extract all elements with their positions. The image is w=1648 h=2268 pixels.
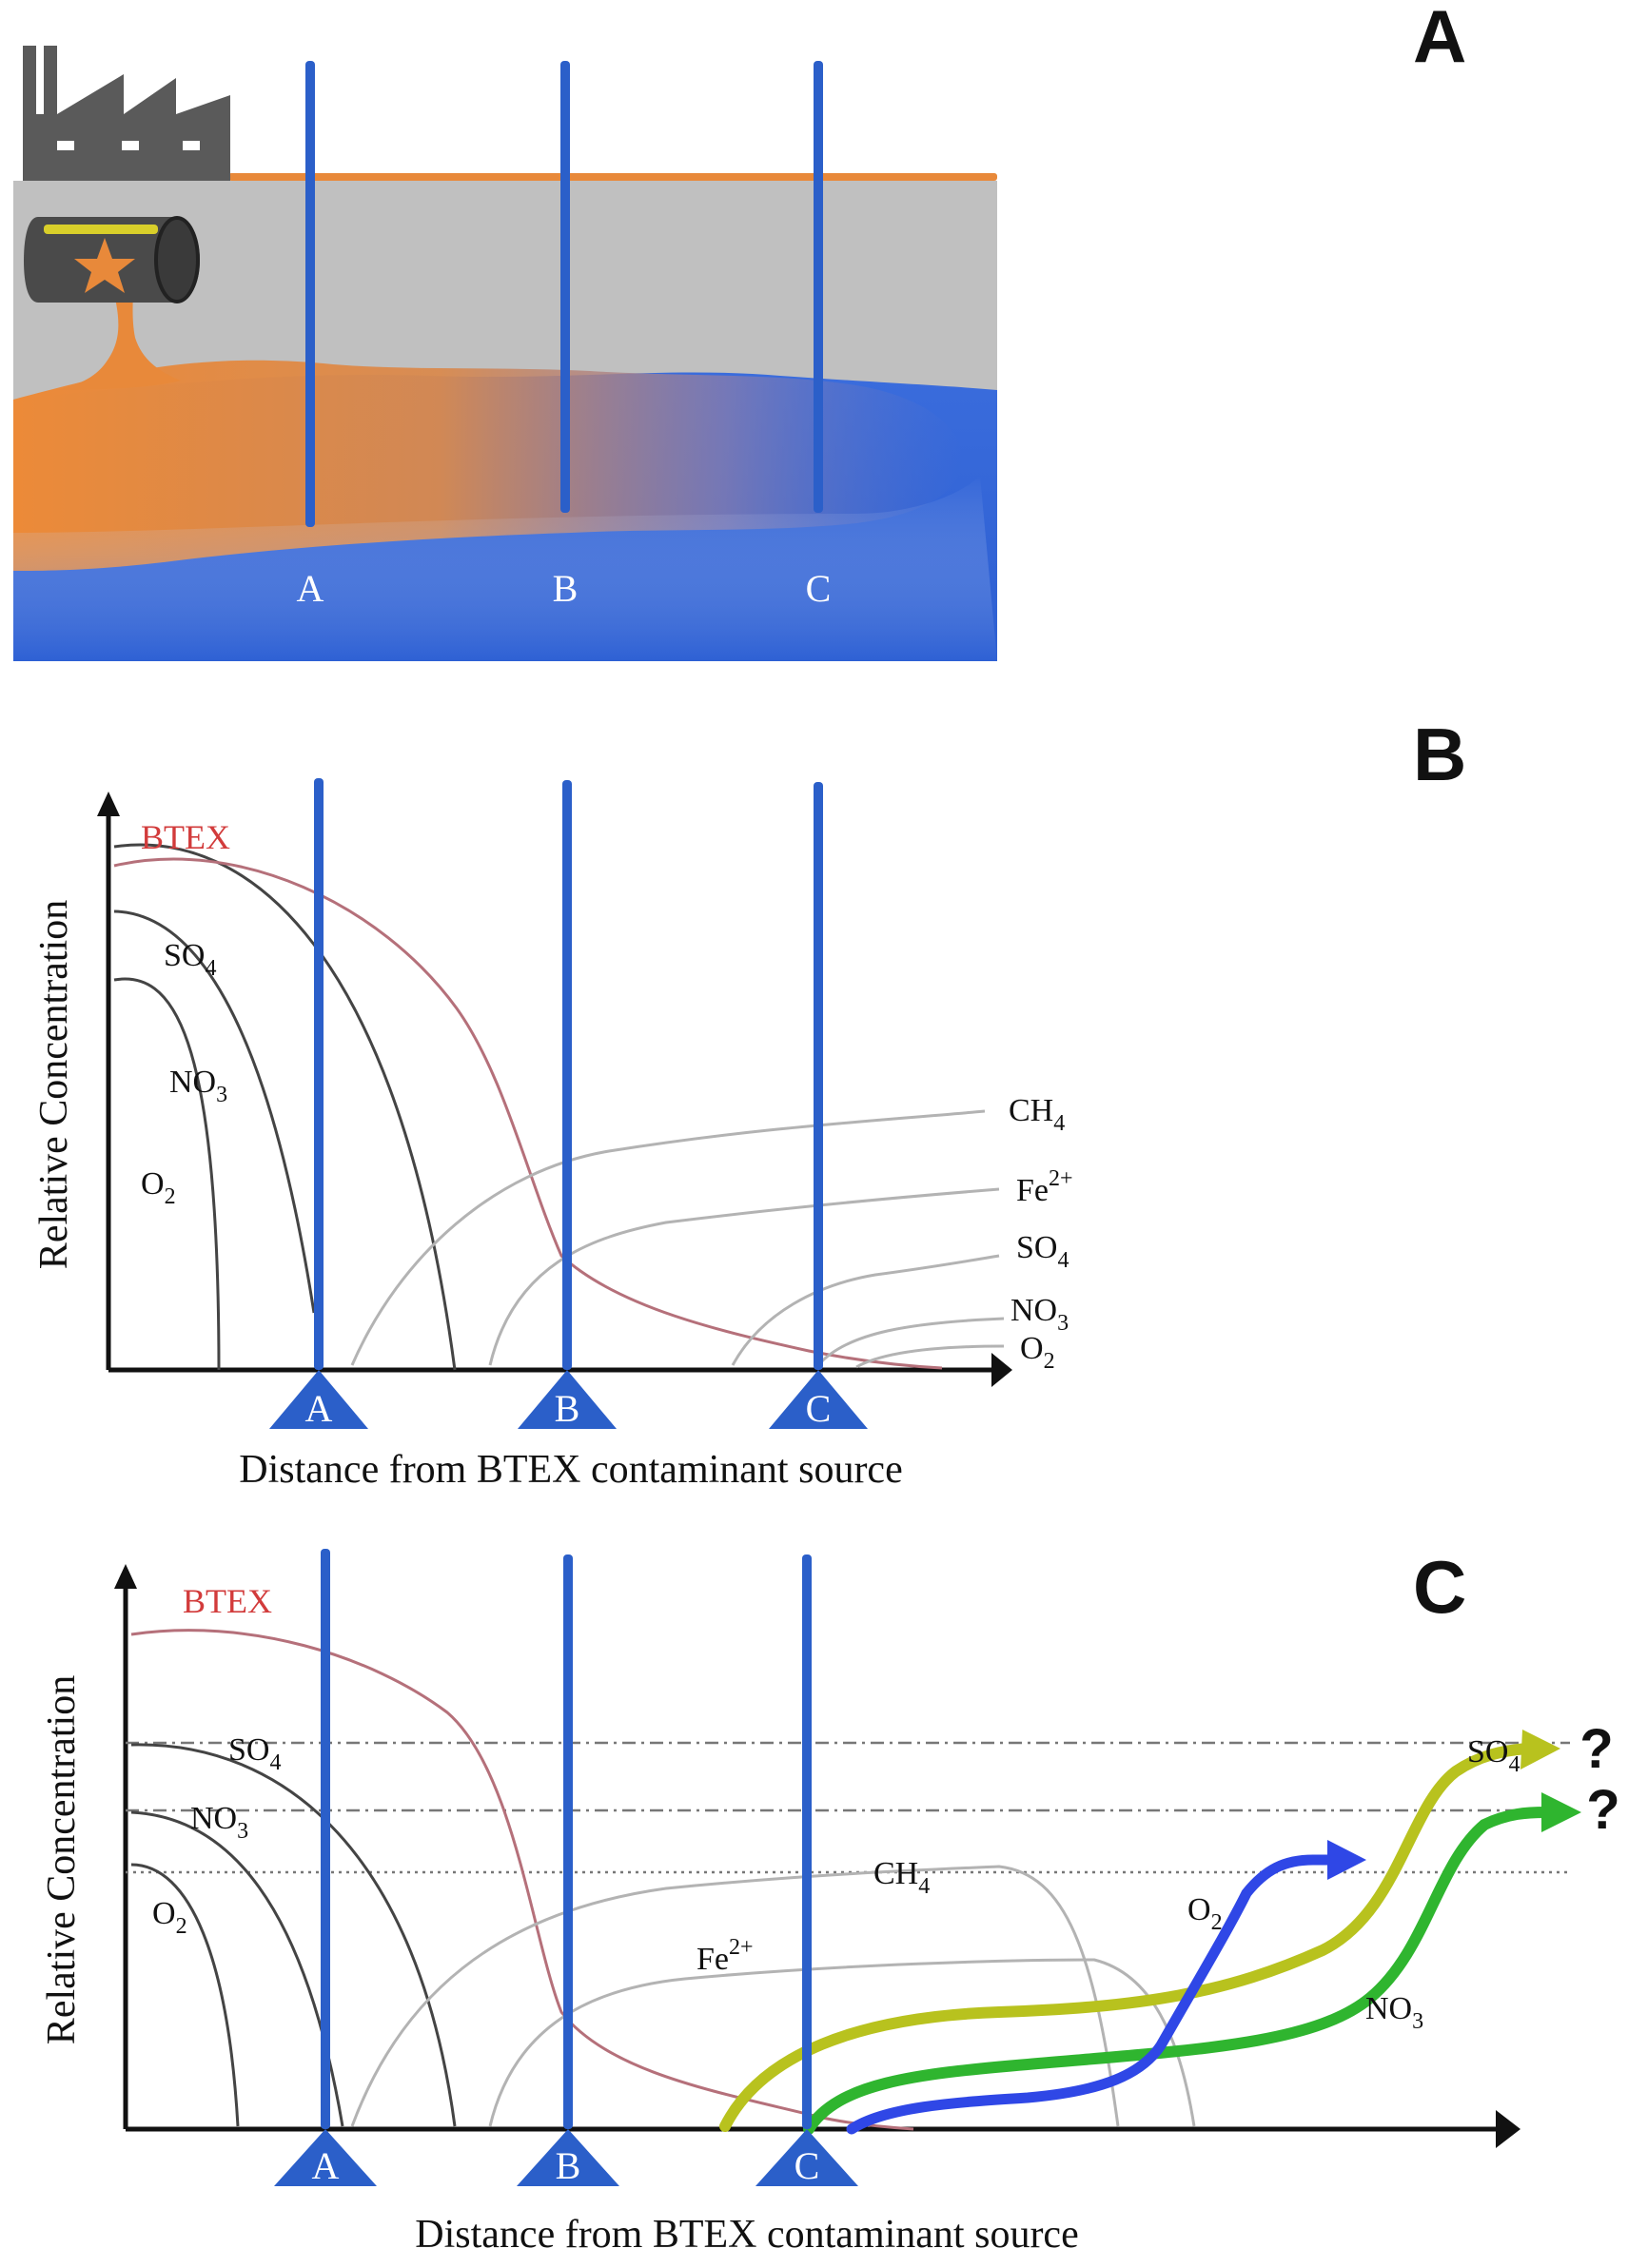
panel-b: B Relative Concentration Distance from B…: [32, 713, 1466, 1492]
curve-no3-right: [816, 1317, 1005, 1366]
curve-fe2: [488, 1187, 1000, 1366]
well-b: [562, 780, 572, 1370]
leaking-tank-icon: [24, 216, 200, 303]
well-b: [560, 61, 570, 513]
well-c: [802, 1554, 812, 2129]
label-no3-right: NO3: [1010, 1293, 1069, 1336]
arrow-so4: [719, 1743, 1533, 2132]
label-ch4: CH4: [873, 1856, 930, 1899]
well-c: [814, 782, 823, 1370]
label-o2-right: O2: [1020, 1331, 1055, 1374]
well-base-c: [769, 1370, 868, 1429]
ground-surface-line: [228, 173, 997, 181]
well-label-a: A: [305, 1387, 333, 1430]
x-axis-title: Distance from BTEX contaminant source: [239, 1448, 902, 1492]
y-axis-arrowhead: [97, 792, 120, 816]
curve-so4-right: [731, 1254, 1000, 1366]
well-label-b: B: [553, 567, 579, 610]
curve-so4: [130, 1743, 457, 2127]
question-mark-no3: ?: [1586, 1779, 1619, 1841]
label-o2: O2: [152, 1896, 187, 1939]
curve-o2: [130, 1863, 240, 2127]
well-label-c: C: [806, 1387, 832, 1430]
label-so4-right: SO4: [1016, 1230, 1069, 1273]
arrow-o2: [846, 1854, 1338, 2135]
btex-label: BTEX: [183, 1582, 272, 1620]
arrow-no3-head: [1541, 1792, 1581, 1832]
x-axis-title: Distance from BTEX contaminant source: [415, 2213, 1078, 2257]
x-axis-arrowhead: [1496, 2110, 1520, 2148]
well-base-b: [517, 2129, 619, 2186]
label-o2: O2: [141, 1166, 176, 1209]
curve-o2: [113, 977, 221, 1371]
well-label-c: C: [806, 567, 832, 610]
label-arrow-o2: O2: [1187, 1892, 1223, 1935]
label-no3: NO3: [190, 1801, 248, 1844]
well-a: [321, 1549, 330, 2129]
label-so4: SO4: [228, 1732, 281, 1775]
label-arrow-so4: SO4: [1467, 1734, 1520, 1777]
curve-o2-right: [855, 1344, 1005, 1369]
panel-a: A: [13, 0, 1466, 661]
label-fe2: Fe2+: [696, 1935, 754, 1977]
well-base-c: [755, 2129, 858, 2186]
label-arrow-no3: NO3: [1365, 1991, 1423, 2034]
well-base-a: [269, 1370, 368, 1429]
well-label-b: B: [555, 1387, 580, 1430]
curve-ch4: [350, 1109, 986, 1366]
well-a: [314, 778, 324, 1370]
btex-label: BTEX: [141, 818, 230, 856]
label-ch4: CH4: [1009, 1093, 1065, 1136]
curve-no3: [113, 909, 316, 1314]
x-axis-arrowhead: [991, 1353, 1012, 1387]
panel-c: C Relative Concentration Distance from B…: [40, 1545, 1620, 2257]
arrow-no3: [803, 1807, 1552, 2135]
well-c: [814, 61, 823, 513]
factory-icon: [23, 46, 230, 181]
panel-a-wells: A B C: [297, 61, 832, 610]
arrow-o2-head: [1327, 1840, 1366, 1880]
panel-letter-c: C: [1413, 1545, 1466, 1629]
y-axis-arrowhead: [114, 1564, 137, 1589]
well-label-a: A: [297, 567, 324, 610]
curve-ch4: [350, 1865, 1120, 2127]
label-so4: SO4: [164, 938, 216, 981]
curve-no3: [130, 1810, 344, 2127]
label-no3: NO3: [169, 1065, 227, 1107]
arrow-so4-head: [1520, 1730, 1560, 1769]
curve-so4: [113, 843, 457, 1371]
panel-letter-a: A: [1413, 0, 1466, 78]
label-fe2: Fe2+: [1016, 1166, 1073, 1208]
leak-stream: [57, 285, 181, 390]
well-a: [305, 61, 315, 527]
y-axis-title: Relative Concentration: [32, 900, 76, 1269]
well-base-a: [274, 2129, 377, 2186]
question-mark-so4: ?: [1579, 1718, 1613, 1780]
panel-letter-b: B: [1413, 713, 1466, 796]
y-axis-title: Relative Concentration: [40, 1675, 84, 2044]
well-base-b: [518, 1370, 617, 1429]
well-b: [563, 1554, 573, 2129]
well-label-a: A: [312, 2144, 340, 2187]
well-label-b: B: [556, 2144, 581, 2187]
well-label-c: C: [795, 2144, 820, 2187]
